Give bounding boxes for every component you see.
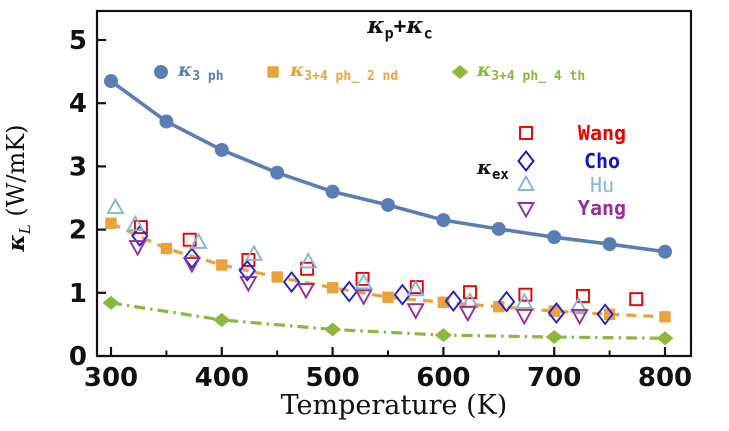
series-yang xyxy=(128,240,589,326)
wang-legend-label: Wang xyxy=(577,121,627,145)
kex-kappa: κ xyxy=(477,155,492,179)
cho-legend-marker-icon xyxy=(517,149,535,173)
yang-legend-marker-icon xyxy=(516,202,536,219)
x-tick-label: 800 xyxy=(638,363,692,393)
series-cho xyxy=(131,224,614,326)
k34ph2nd-legend-label: κ3+4 ph_ 2 nd xyxy=(290,59,398,84)
k3ph-legend-label: κ3 ph xyxy=(178,59,224,84)
k34ph2nd-legend-kappa: κ xyxy=(290,59,305,82)
y-axis-units: (W/mK) xyxy=(2,124,30,225)
y-tick-label: 4 xyxy=(69,89,87,119)
y-axis-sub: L xyxy=(15,224,34,235)
x-tick-label: 600 xyxy=(416,363,470,393)
legend-item-k34ph2nd: κ3+4 ph_ 2 nd xyxy=(261,59,398,85)
y-axis-kappa: κ xyxy=(3,234,30,252)
legend-item-k3ph: κ3 ph xyxy=(149,59,224,85)
hu-legend-label: Hu xyxy=(589,173,615,197)
k3ph-legend-marker-icon xyxy=(154,65,168,79)
series--3-ph xyxy=(104,74,672,259)
title-plus: + xyxy=(393,14,407,38)
k34ph4th-legend-sub: 3+4 ph_ 4 th xyxy=(491,69,586,85)
y-tick-label: 0 xyxy=(69,342,87,372)
y-tick-label: 5 xyxy=(69,26,87,56)
legend-item-hu: Hu xyxy=(514,172,662,198)
plot-frame xyxy=(95,9,693,358)
legend-item-yang: Yang xyxy=(514,195,662,221)
title-kappa-c: κ xyxy=(406,12,424,39)
chart-title: κp+κc xyxy=(295,12,505,43)
y-tick-label: 3 xyxy=(69,152,87,182)
x-tick-label: 400 xyxy=(195,363,249,393)
yang-legend-label: Yang xyxy=(577,196,627,220)
axis-ticks: 300 400 500 600 700 800 0 1 2 3 4 5 xyxy=(69,26,692,393)
k34ph4th-legend-label: κ3+4 ph_ 4 th xyxy=(477,59,585,84)
title-sub-p: p xyxy=(384,24,394,43)
series--3-4-ph-2-nd xyxy=(105,217,671,323)
series--3-4-ph-4-th xyxy=(102,295,674,346)
legend-item-wang: Wang xyxy=(514,120,662,146)
title-kappa-p: κ xyxy=(367,12,385,39)
cho-legend-label: Cho xyxy=(583,149,621,173)
k34ph2nd-legend-sub: 3+4 ph_ 2 nd xyxy=(304,69,399,85)
y-tick-label: 1 xyxy=(69,279,87,309)
kex-sub: ex xyxy=(492,167,509,183)
hu-legend-marker-icon xyxy=(516,174,536,191)
k3ph-legend-sub: 3 ph xyxy=(192,69,224,85)
x-axis-label: Temperature (K) xyxy=(280,390,508,421)
k34ph4th-legend-kappa: κ xyxy=(477,59,492,82)
kex-label: κex xyxy=(477,155,509,183)
x-tick-label: 500 xyxy=(305,363,359,393)
y-tick-label: 2 xyxy=(69,216,87,246)
k34ph4th-legend-marker-icon xyxy=(451,65,469,79)
title-sub-c: c xyxy=(423,24,433,43)
wang-legend-marker-icon xyxy=(519,126,533,140)
x-tick-label: 700 xyxy=(527,363,581,393)
series-wang xyxy=(133,220,644,307)
k34ph2nd-legend-marker-icon xyxy=(267,66,279,78)
legend-item-k34ph4th: κ3+4 ph_ 4 th xyxy=(448,59,585,85)
x-tick-label: 300 xyxy=(84,363,138,393)
k3ph-legend-kappa: κ xyxy=(178,59,193,82)
legend-item-cho: Cho xyxy=(514,148,662,174)
series-hu xyxy=(106,197,588,313)
y-axis-label: κL (W/mK) xyxy=(2,88,38,288)
